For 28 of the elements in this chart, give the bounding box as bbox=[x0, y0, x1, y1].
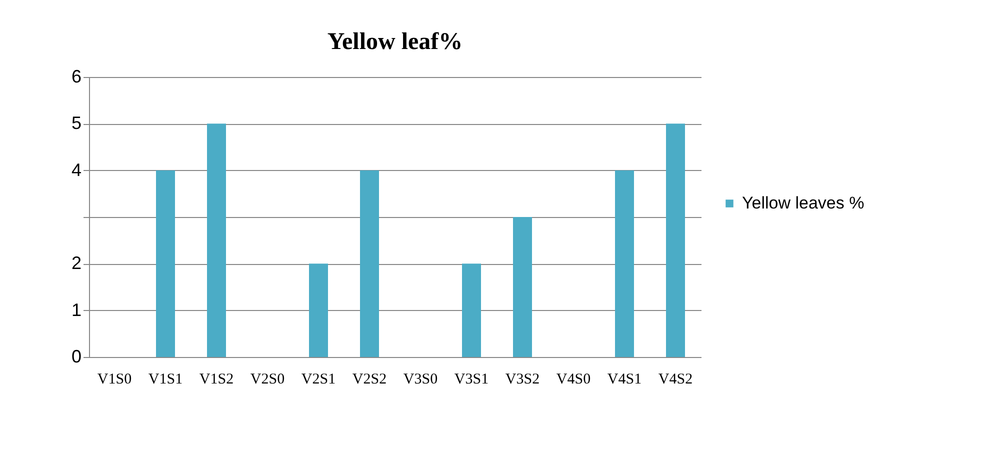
bar bbox=[462, 264, 481, 357]
x-tick-label: V3S2 bbox=[505, 372, 540, 388]
x-tick-label: V1S1 bbox=[148, 372, 183, 388]
bar bbox=[207, 124, 226, 357]
x-tick-label: V3S0 bbox=[403, 372, 438, 388]
x-tick-label: V4S0 bbox=[556, 372, 591, 388]
bar bbox=[156, 170, 175, 357]
x-tick-label: V2S1 bbox=[301, 372, 336, 388]
x-tick-label: V4S2 bbox=[658, 372, 693, 388]
bar bbox=[666, 124, 685, 357]
x-tick-label: V2S0 bbox=[250, 372, 285, 388]
y-tick-label: 6 bbox=[71, 66, 82, 86]
bar bbox=[615, 170, 634, 357]
y-tick-label: 1 bbox=[71, 300, 82, 320]
chart-title: Yellow leaf% bbox=[327, 29, 463, 55]
bar bbox=[360, 170, 379, 357]
x-tick-label: V3S1 bbox=[454, 372, 489, 388]
x-tick-label: V2S2 bbox=[352, 372, 387, 388]
bar bbox=[309, 264, 328, 357]
legend-label: Yellow leaves % bbox=[742, 194, 864, 212]
bar bbox=[513, 217, 532, 357]
y-tick-label: 4 bbox=[71, 160, 82, 180]
y-tick-label: 5 bbox=[71, 113, 82, 134]
y-tick-label: 0 bbox=[71, 346, 82, 366]
x-tick-label: V4S1 bbox=[607, 372, 642, 388]
y-tick-label: 2 bbox=[71, 253, 82, 274]
x-tick-label: V1S0 bbox=[97, 372, 132, 388]
x-tick-label: V1S2 bbox=[199, 372, 234, 388]
